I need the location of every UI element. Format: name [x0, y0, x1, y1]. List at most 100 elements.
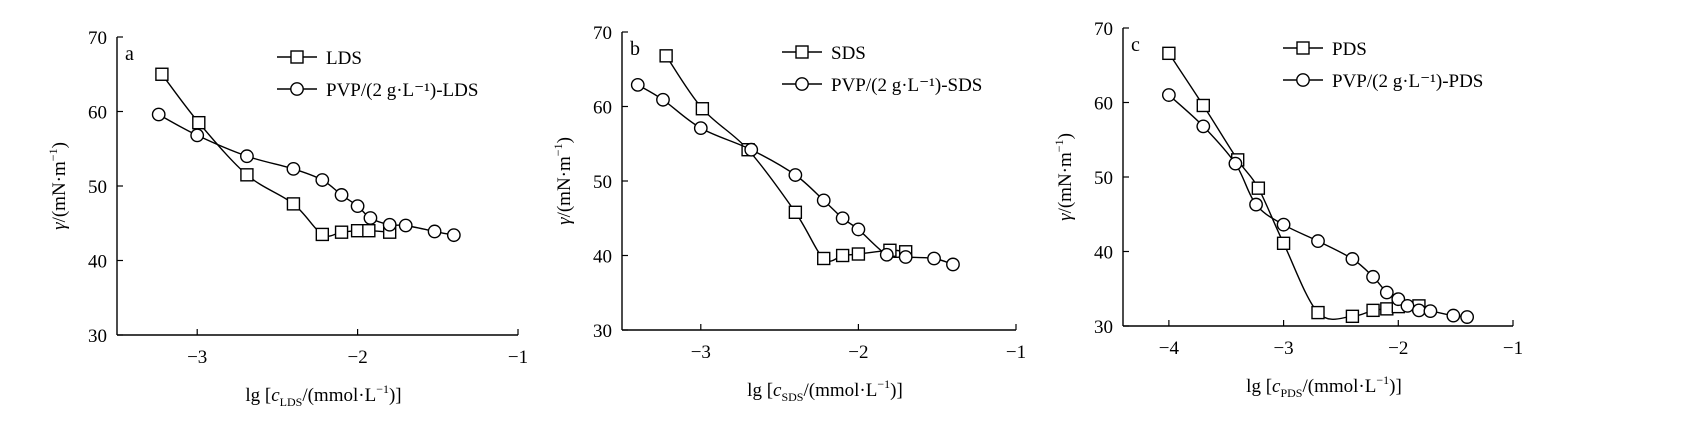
- data-point: [693, 121, 708, 136]
- x-tick-label: −2: [347, 347, 367, 368]
- data-point: [286, 197, 301, 211]
- y-tick-label: 70: [88, 28, 107, 49]
- x-axis-title: lg [cLDS/(mmol·L−1)]: [245, 382, 401, 409]
- y-tick-label: 40: [88, 252, 107, 273]
- x-tick-label: −2: [1388, 338, 1408, 359]
- y-tick-label: 40: [1094, 243, 1113, 264]
- data-point: [1162, 46, 1176, 61]
- legend-marker: [290, 82, 304, 96]
- chart-panel-b: 30 40 50 60 70 −3 −2 −1 b lg [cSDS/(mmol·L−1)] γ/(…: [551, 23, 1026, 404]
- data-point: [350, 223, 365, 238]
- data-point: [1446, 308, 1461, 323]
- data-point: [788, 205, 803, 219]
- data-point: [1249, 197, 1263, 212]
- chart-panel-c: 30 40 50 60 70 −4 −3 −2 −1 c lg [cPDS/(mmol·L−1)] γ…: [1052, 19, 1523, 400]
- x-tick-label: −3: [691, 342, 711, 363]
- series-pvp-surfactant: [1161, 88, 1475, 324]
- data-point: [1423, 304, 1438, 318]
- panel-label: b: [630, 38, 640, 60]
- data-point: [788, 168, 803, 182]
- data-point: [851, 247, 866, 261]
- x-tick-label: −4: [1159, 338, 1180, 359]
- data-point: [446, 228, 461, 243]
- y-axis-title: γ/(mN·m−1): [1052, 133, 1076, 221]
- data-point: [659, 49, 673, 63]
- legend-label: PVP/(2 g·L⁻¹)-LDS: [326, 80, 478, 101]
- y-tick-label: 30: [593, 321, 612, 342]
- legend-label: PVP/(2 g·L⁻¹)-SDS: [831, 75, 982, 96]
- legend-marker: [795, 77, 809, 91]
- x-axis-title: lg [cSDS/(mmol·L−1)]: [747, 377, 903, 404]
- legend-marker: [1296, 73, 1310, 87]
- data-point: [1196, 119, 1211, 134]
- x-tick-label: −1: [1503, 338, 1523, 359]
- data-point: [817, 251, 831, 266]
- y-tick-label: 50: [88, 177, 107, 198]
- legend-marker: [795, 45, 809, 59]
- x-tick-label: −3: [1273, 338, 1293, 359]
- panel-label: a: [125, 43, 134, 65]
- data-point: [835, 248, 850, 263]
- legend-marker: [290, 50, 304, 64]
- data-point: [879, 247, 894, 262]
- y-tick-label: 40: [593, 247, 612, 268]
- x-tick-label: −1: [508, 347, 528, 368]
- y-axis-title: γ/(mN·m−1): [551, 137, 575, 225]
- data-point: [630, 77, 645, 92]
- legend-label: PVP/(2 g·L⁻¹)-PDS: [1332, 71, 1483, 92]
- series-pvp-surfactant: [151, 107, 461, 243]
- x-tick-label: −3: [187, 347, 207, 368]
- x-axis-title: lg [cPDS/(mmol·L−1)]: [1246, 373, 1402, 400]
- series-pvp-surfactant: [630, 77, 960, 272]
- legend-entry: PDS: [1283, 39, 1367, 60]
- data-point: [362, 223, 376, 238]
- data-point: [334, 188, 349, 202]
- x-tick-label: −2: [848, 342, 868, 363]
- y-tick-label: 60: [88, 103, 107, 124]
- data-point: [1391, 292, 1406, 307]
- data-point: [240, 149, 254, 164]
- y-tick-label: 50: [593, 172, 612, 193]
- y-tick-label: 70: [1094, 19, 1113, 40]
- data-point: [1366, 303, 1380, 318]
- data-point: [1412, 303, 1426, 318]
- data-point: [1400, 298, 1415, 313]
- data-point: [1311, 305, 1325, 320]
- data-point: [1276, 236, 1291, 251]
- y-tick-label: 70: [593, 23, 612, 44]
- panel-label: c: [1131, 34, 1140, 56]
- legend-entry: PVP/(2 g·L⁻¹)-SDS: [782, 75, 982, 96]
- data-point: [1345, 309, 1360, 324]
- data-point: [382, 217, 397, 232]
- series-line: [1168, 52, 1419, 320]
- data-point: [1380, 302, 1394, 316]
- data-point: [151, 107, 166, 122]
- data-point: [1196, 98, 1210, 113]
- data-point: [398, 218, 413, 233]
- data-point: [1251, 181, 1266, 195]
- data-point: [192, 115, 206, 130]
- data-point: [835, 211, 850, 226]
- legend-entry: PVP/(2 g·L⁻¹)-PDS: [1283, 71, 1483, 92]
- data-point: [1366, 269, 1380, 284]
- data-point: [695, 102, 710, 116]
- data-point: [1311, 234, 1325, 248]
- legend-entry: PVP/(2 g·L⁻¹)-LDS: [277, 80, 478, 101]
- data-point: [315, 227, 330, 242]
- data-point: [427, 224, 442, 239]
- data-point: [816, 193, 831, 208]
- legend-entry: LDS: [277, 48, 362, 69]
- data-point: [927, 251, 941, 266]
- data-point: [851, 222, 866, 237]
- data-point: [155, 67, 169, 81]
- data-point: [240, 168, 254, 182]
- y-tick-label: 60: [593, 98, 612, 119]
- data-point: [334, 225, 349, 239]
- y-tick-label: 30: [88, 326, 107, 347]
- y-axis-title: γ/(mN·m−1): [46, 142, 70, 230]
- data-point: [744, 142, 759, 157]
- data-point: [363, 211, 378, 225]
- series-surfactant: [155, 67, 397, 242]
- y-tick-label: 60: [1094, 94, 1113, 115]
